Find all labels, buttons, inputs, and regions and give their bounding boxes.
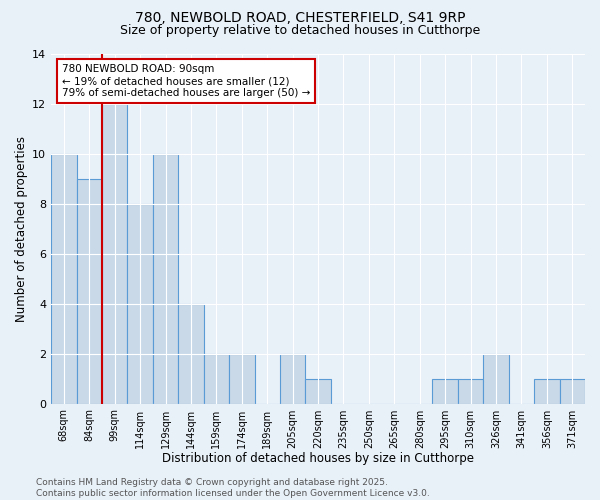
Bar: [534, 378, 560, 404]
Bar: [51, 154, 77, 404]
Text: 780, NEWBOLD ROAD, CHESTERFIELD, S41 9RP: 780, NEWBOLD ROAD, CHESTERFIELD, S41 9RP: [135, 11, 465, 25]
Bar: [102, 104, 127, 404]
Text: Contains HM Land Registry data © Crown copyright and database right 2025.
Contai: Contains HM Land Registry data © Crown c…: [36, 478, 430, 498]
Bar: [458, 378, 484, 404]
X-axis label: Distribution of detached houses by size in Cutthorpe: Distribution of detached houses by size …: [162, 452, 474, 465]
Bar: [127, 204, 153, 404]
Bar: [229, 354, 254, 404]
Bar: [178, 304, 203, 404]
Y-axis label: Number of detached properties: Number of detached properties: [15, 136, 28, 322]
Bar: [203, 354, 229, 404]
Bar: [433, 378, 458, 404]
Bar: [77, 179, 102, 404]
Bar: [305, 378, 331, 404]
Bar: [280, 354, 305, 404]
Bar: [484, 354, 509, 404]
Text: 780 NEWBOLD ROAD: 90sqm
← 19% of detached houses are smaller (12)
79% of semi-de: 780 NEWBOLD ROAD: 90sqm ← 19% of detache…: [62, 64, 310, 98]
Bar: [153, 154, 178, 404]
Text: Size of property relative to detached houses in Cutthorpe: Size of property relative to detached ho…: [120, 24, 480, 37]
Bar: [560, 378, 585, 404]
